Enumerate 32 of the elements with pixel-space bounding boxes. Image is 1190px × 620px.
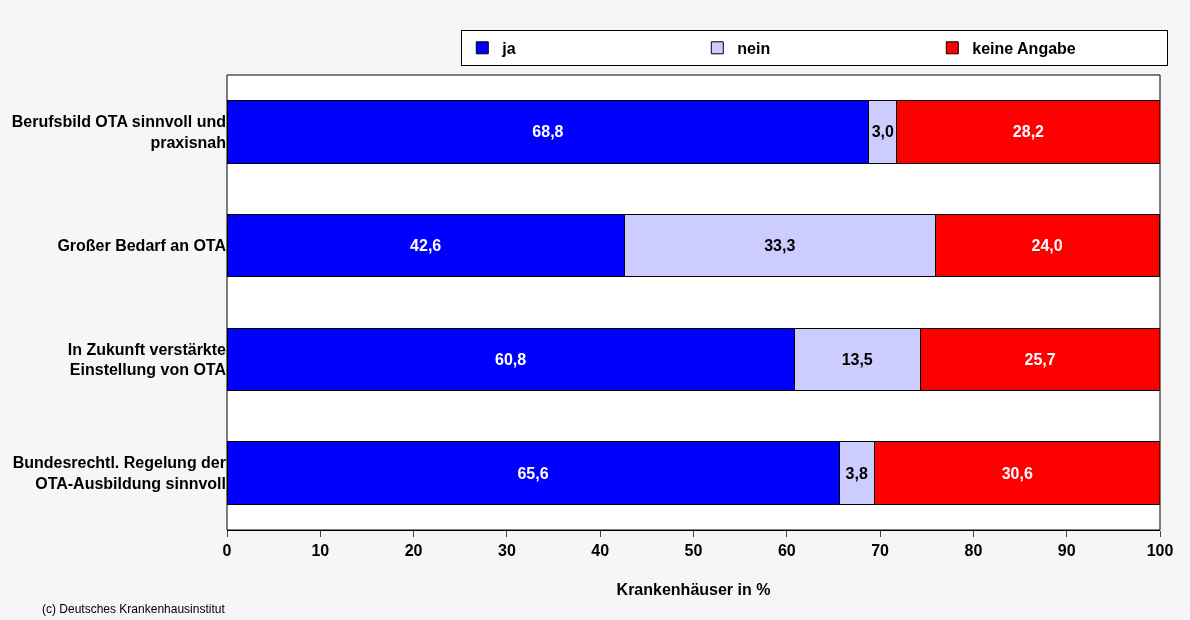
x-tick-label: 90 (1057, 542, 1076, 560)
x-tick-label: 40 (591, 542, 610, 560)
data-label: 42,6 (410, 237, 442, 255)
x-tick-label: 70 (871, 542, 890, 560)
x-tick-label: 30 (498, 542, 516, 560)
x-tick-label: 60 (777, 542, 796, 560)
x-tick-label: 20 (404, 542, 423, 560)
x-tick-label: 10 (311, 542, 330, 560)
data-label: 13,5 (841, 350, 873, 368)
data-label: 60,8 (495, 350, 527, 368)
x-tick-label: 50 (684, 542, 703, 560)
x-tick-label: 0 (222, 542, 232, 560)
data-label: 33,3 (764, 237, 796, 255)
legend-label: ja (501, 40, 516, 58)
x-tick-label: 100 (1146, 542, 1174, 560)
x-axis-title: Krankenhäuser in % (616, 580, 771, 598)
y-tick-label: Großer Bedarf an OTA (57, 237, 227, 255)
text: (c) Deutsches Krankenhausinstitut (42, 602, 226, 616)
data-label: 65,6 (517, 464, 549, 482)
data-label: 68,8 (532, 123, 564, 141)
data-label: 3,0 (871, 123, 895, 141)
y-tick-label: Bundesrechtl. Regelung der OTA-Ausbildung sinnvoll (12, 454, 226, 493)
data-label: 25,7 (1024, 350, 1056, 368)
data-label: 24,0 (1031, 237, 1063, 255)
data-label: 30,6 (1001, 464, 1033, 482)
y-tick-label: Berufsbild OTA sinnvoll und praxisnah (11, 113, 226, 151)
y-tick-label: In Zukunft verstärkte Einstellung von OTA (67, 340, 227, 379)
legend-label: keine Angabe (972, 40, 1076, 58)
x-tick-label: 80 (964, 542, 983, 560)
data-label: 28,2 (1012, 123, 1045, 141)
data-label: 3,8 (845, 464, 868, 482)
legend-label: nein (737, 40, 771, 58)
